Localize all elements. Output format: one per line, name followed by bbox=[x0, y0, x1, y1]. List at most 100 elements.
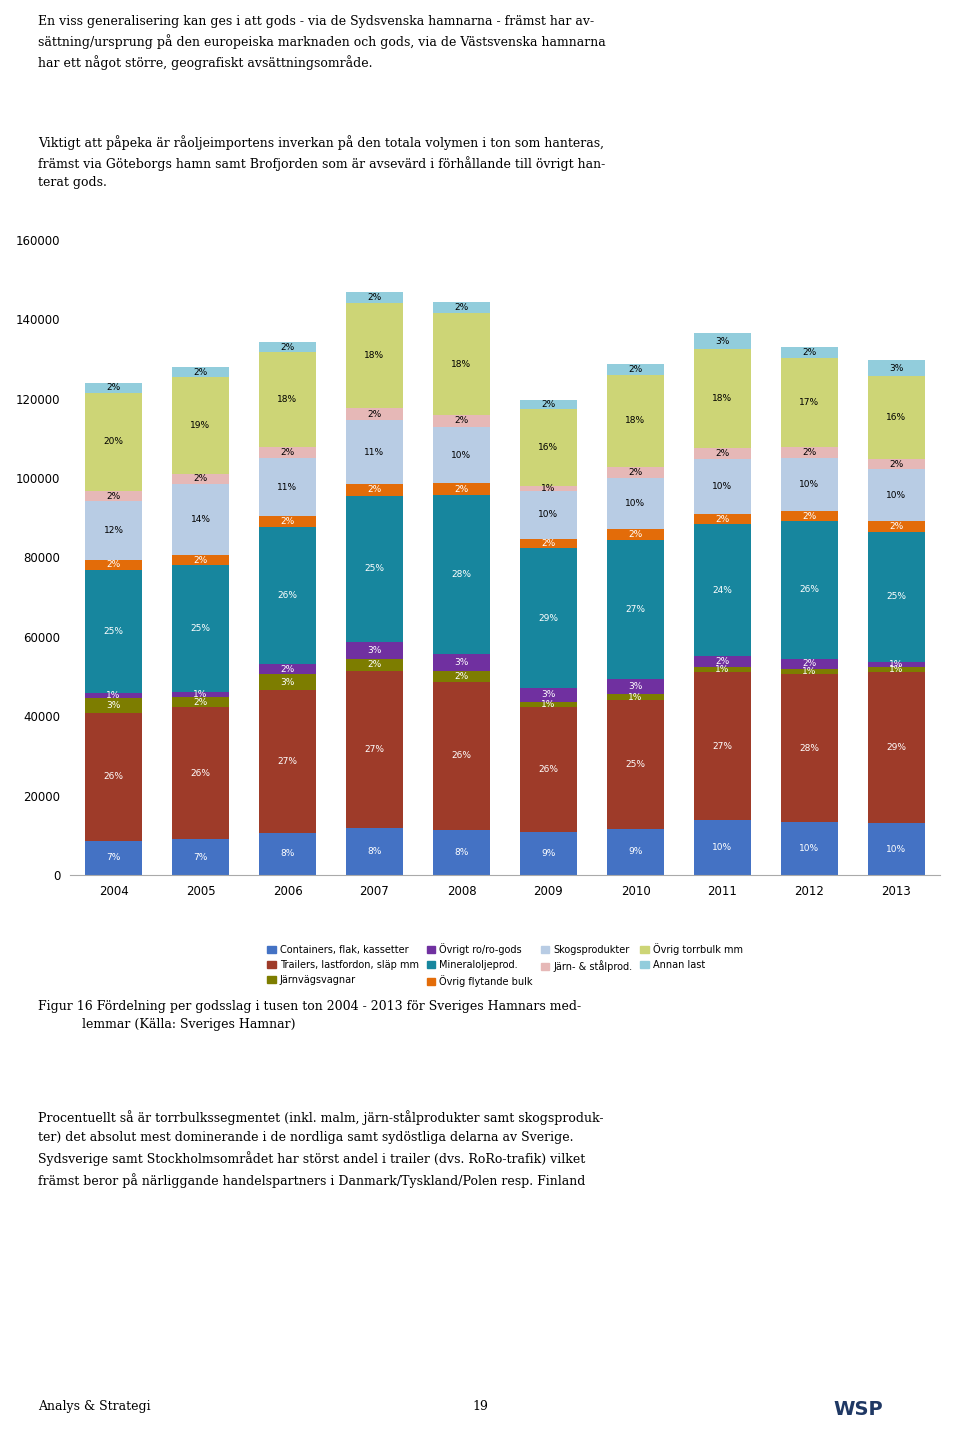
Text: 2%: 2% bbox=[280, 517, 295, 526]
Bar bbox=[259, 342, 316, 353]
Bar bbox=[433, 427, 490, 483]
Bar bbox=[520, 486, 577, 490]
Bar bbox=[694, 656, 751, 667]
Text: 2%: 2% bbox=[803, 659, 817, 669]
Text: 18%: 18% bbox=[712, 394, 732, 403]
Bar bbox=[259, 516, 316, 527]
Text: 2%: 2% bbox=[629, 364, 642, 374]
Text: 3%: 3% bbox=[889, 363, 903, 373]
Text: 1%: 1% bbox=[107, 690, 121, 700]
Bar bbox=[347, 303, 403, 409]
Bar bbox=[520, 490, 577, 539]
Text: 2%: 2% bbox=[715, 514, 730, 523]
Bar bbox=[520, 539, 577, 549]
Text: 10%: 10% bbox=[712, 843, 732, 852]
Bar bbox=[694, 524, 751, 656]
Bar bbox=[868, 376, 924, 459]
Bar bbox=[520, 549, 577, 687]
Bar bbox=[781, 659, 838, 669]
Text: 8%: 8% bbox=[368, 847, 382, 856]
Bar bbox=[433, 653, 490, 670]
Bar bbox=[347, 409, 403, 420]
Bar bbox=[781, 347, 838, 357]
Bar bbox=[520, 702, 577, 707]
Bar bbox=[347, 670, 403, 829]
Bar bbox=[694, 673, 751, 820]
Text: 10%: 10% bbox=[886, 492, 906, 500]
Bar bbox=[259, 459, 316, 516]
Text: 2%: 2% bbox=[107, 383, 121, 393]
Text: 26%: 26% bbox=[539, 765, 559, 775]
Bar bbox=[781, 822, 838, 875]
Text: 3%: 3% bbox=[280, 677, 295, 687]
Text: 1%: 1% bbox=[541, 484, 556, 493]
Text: Analys & Strategi: Analys & Strategi bbox=[38, 1400, 151, 1413]
Text: 25%: 25% bbox=[104, 627, 124, 636]
Bar bbox=[433, 313, 490, 416]
Text: 26%: 26% bbox=[277, 590, 298, 600]
Text: 25%: 25% bbox=[886, 593, 906, 602]
Text: 18%: 18% bbox=[625, 416, 645, 426]
Text: 7%: 7% bbox=[193, 853, 207, 862]
Bar bbox=[85, 393, 142, 492]
Text: 27%: 27% bbox=[365, 745, 385, 755]
Text: 2%: 2% bbox=[889, 460, 903, 469]
Bar bbox=[85, 560, 142, 570]
Bar bbox=[85, 502, 142, 560]
Bar bbox=[781, 357, 838, 447]
Text: 2%: 2% bbox=[715, 657, 730, 666]
Text: 26%: 26% bbox=[800, 586, 820, 594]
Bar bbox=[172, 473, 228, 484]
Bar bbox=[608, 374, 663, 467]
Text: 19: 19 bbox=[472, 1400, 488, 1413]
Bar bbox=[433, 670, 490, 682]
Bar bbox=[781, 674, 838, 822]
Bar bbox=[259, 674, 316, 690]
Text: Figur 16 Fördelning per godsslag i tusen ton 2004 - 2013 för Sveriges Hamnars me: Figur 16 Fördelning per godsslag i tusen… bbox=[38, 1000, 582, 1030]
Bar bbox=[85, 840, 142, 875]
Bar bbox=[85, 570, 142, 693]
Bar bbox=[868, 532, 924, 662]
Bar bbox=[347, 484, 403, 496]
Text: 1%: 1% bbox=[803, 667, 817, 676]
Text: 10%: 10% bbox=[886, 845, 906, 853]
Bar bbox=[172, 377, 228, 473]
Text: 1%: 1% bbox=[628, 693, 642, 702]
Text: 1%: 1% bbox=[889, 660, 903, 669]
Text: 3%: 3% bbox=[541, 690, 556, 699]
Text: 2%: 2% bbox=[629, 469, 642, 477]
Text: 2%: 2% bbox=[368, 660, 382, 669]
Text: 26%: 26% bbox=[190, 769, 210, 777]
Text: 27%: 27% bbox=[277, 757, 298, 766]
Text: 10%: 10% bbox=[451, 450, 471, 460]
Bar bbox=[781, 669, 838, 674]
Bar bbox=[608, 477, 663, 529]
Bar bbox=[172, 554, 228, 564]
Text: 3%: 3% bbox=[715, 336, 730, 346]
Text: 2%: 2% bbox=[803, 347, 817, 357]
Bar bbox=[433, 416, 490, 427]
Text: 10%: 10% bbox=[625, 499, 645, 509]
Text: 2%: 2% bbox=[193, 556, 207, 564]
Text: 19%: 19% bbox=[190, 422, 210, 430]
Bar bbox=[694, 513, 751, 524]
Text: 2%: 2% bbox=[280, 664, 295, 673]
Text: 29%: 29% bbox=[886, 743, 906, 752]
Text: 20%: 20% bbox=[104, 437, 124, 446]
Bar bbox=[868, 823, 924, 875]
Bar bbox=[694, 820, 751, 875]
Text: 8%: 8% bbox=[280, 849, 295, 859]
Bar bbox=[520, 687, 577, 702]
Text: 1%: 1% bbox=[889, 664, 903, 674]
Bar bbox=[694, 667, 751, 673]
Bar bbox=[172, 367, 228, 377]
Bar bbox=[172, 707, 228, 839]
Text: 25%: 25% bbox=[626, 760, 645, 769]
Bar bbox=[85, 492, 142, 502]
Text: 3%: 3% bbox=[107, 700, 121, 710]
Text: 3%: 3% bbox=[628, 682, 642, 692]
Bar bbox=[868, 470, 924, 522]
Text: 10%: 10% bbox=[800, 845, 820, 853]
Text: 2%: 2% bbox=[454, 484, 468, 493]
Text: 2%: 2% bbox=[454, 303, 468, 312]
